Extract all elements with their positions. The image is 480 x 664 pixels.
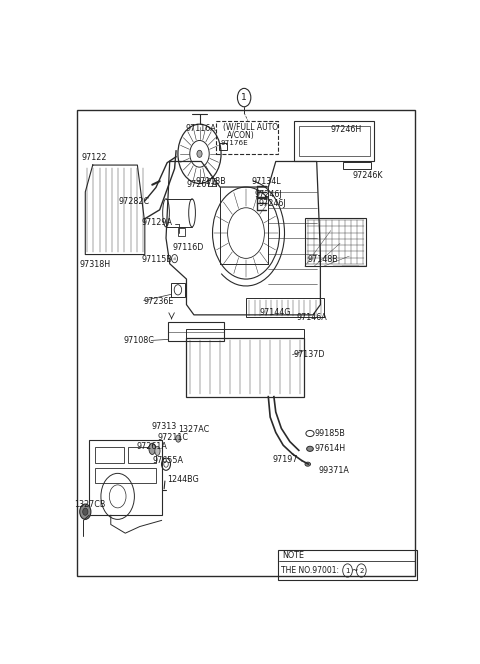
Text: 97211C: 97211C xyxy=(157,433,189,442)
Text: 97267A: 97267A xyxy=(186,180,217,189)
Text: 97282C: 97282C xyxy=(119,197,150,206)
Text: 99185B: 99185B xyxy=(315,429,346,438)
Circle shape xyxy=(83,508,88,515)
Text: 97246J: 97246J xyxy=(254,190,282,199)
Bar xyxy=(246,298,324,317)
Ellipse shape xyxy=(149,443,156,454)
Text: ~: ~ xyxy=(351,566,357,575)
Text: 1: 1 xyxy=(345,568,350,574)
Text: 1244BG: 1244BG xyxy=(167,475,199,484)
Bar xyxy=(216,121,277,154)
Bar xyxy=(294,121,374,161)
Text: 1: 1 xyxy=(241,93,247,102)
Text: 1327AC: 1327AC xyxy=(178,426,210,434)
Bar xyxy=(171,283,185,297)
Text: 97116D: 97116D xyxy=(172,243,204,252)
Text: 97197: 97197 xyxy=(273,455,298,463)
Text: (W/FULL AUTO: (W/FULL AUTO xyxy=(223,124,278,132)
Ellipse shape xyxy=(155,446,160,456)
Text: 97113B: 97113B xyxy=(196,177,227,187)
Circle shape xyxy=(80,504,91,519)
Bar xyxy=(128,448,156,463)
Text: 97129A: 97129A xyxy=(141,218,172,227)
Bar xyxy=(299,125,370,156)
Bar xyxy=(186,338,304,396)
Text: 97134L: 97134L xyxy=(252,177,282,187)
Text: 97122: 97122 xyxy=(82,153,107,162)
Ellipse shape xyxy=(307,446,313,452)
Ellipse shape xyxy=(305,462,311,466)
Text: 97246K: 97246K xyxy=(352,171,383,181)
Text: 97116A: 97116A xyxy=(186,124,216,133)
Text: 97246H: 97246H xyxy=(331,125,362,134)
Bar xyxy=(305,218,366,266)
Circle shape xyxy=(197,150,202,157)
Text: THE NO.97001:: THE NO.97001: xyxy=(281,566,338,575)
Bar xyxy=(95,467,156,483)
Text: 97144G: 97144G xyxy=(259,308,290,317)
Text: 97318H: 97318H xyxy=(79,260,110,270)
Text: 97313: 97313 xyxy=(152,422,177,431)
Text: 97261A: 97261A xyxy=(136,442,167,452)
Bar xyxy=(219,143,227,150)
Bar xyxy=(343,162,371,169)
Text: 97236E: 97236E xyxy=(144,297,174,306)
Text: 2: 2 xyxy=(359,568,363,574)
Text: 97146A: 97146A xyxy=(296,313,327,322)
Bar xyxy=(186,329,304,338)
Bar xyxy=(178,228,185,236)
Text: 1327CB: 1327CB xyxy=(74,499,106,509)
Text: 97148B: 97148B xyxy=(307,255,338,264)
Text: 97246J: 97246J xyxy=(259,199,286,208)
Text: NOTE: NOTE xyxy=(282,550,304,560)
Bar xyxy=(277,550,417,580)
Circle shape xyxy=(176,435,181,442)
Text: 97655A: 97655A xyxy=(152,456,183,465)
Bar xyxy=(95,448,124,463)
Text: A/CON): A/CON) xyxy=(228,131,255,140)
Text: 99371A: 99371A xyxy=(319,466,349,475)
Text: 97176E: 97176E xyxy=(221,140,249,146)
Text: 97614H: 97614H xyxy=(315,444,346,454)
Bar xyxy=(168,322,224,341)
Bar xyxy=(89,440,162,515)
Text: 97137D: 97137D xyxy=(294,350,325,359)
Text: 97115B: 97115B xyxy=(141,255,172,264)
Text: 97108C: 97108C xyxy=(124,336,155,345)
Bar xyxy=(208,178,216,185)
